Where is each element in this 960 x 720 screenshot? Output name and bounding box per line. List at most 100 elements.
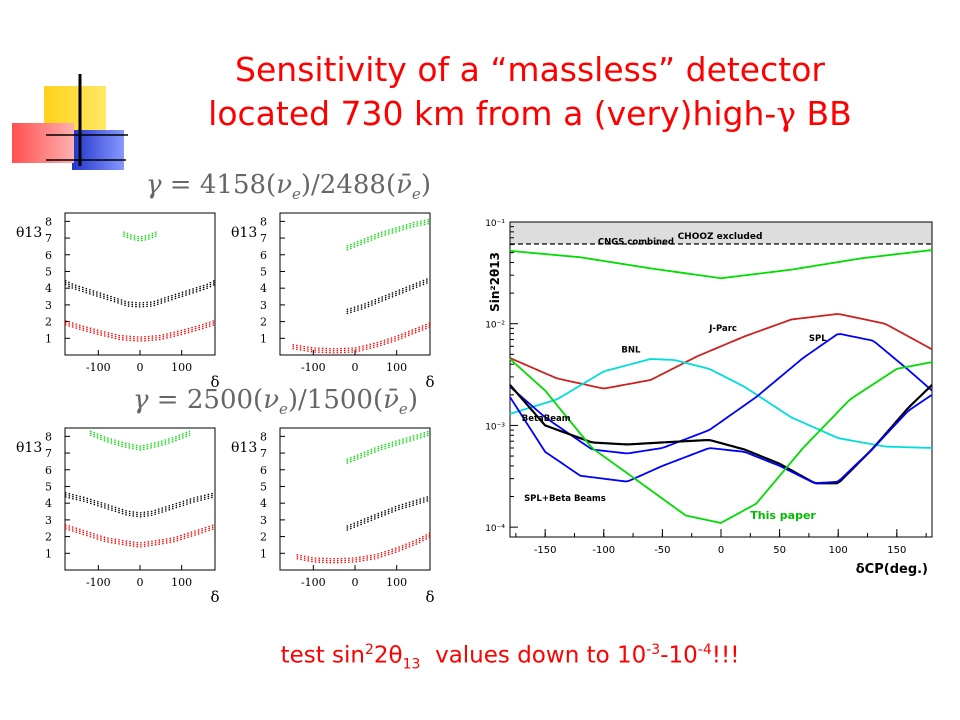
corner-logo	[12, 74, 128, 170]
plot-frame	[279, 212, 431, 356]
mini-panel-bottom-left: θ13 1 2 3 4 5 6 7 8 -100 0 100 δ	[16, 427, 220, 606]
series-red-dots	[64, 321, 216, 340]
y-tick-label: 6	[260, 464, 267, 477]
mini-panel-top-left: θ13 1 2 3 4 5 6 7 8 -100 0 100 δ	[16, 212, 220, 391]
y-tick-label: 7	[260, 447, 267, 460]
x-tick-label: -50	[654, 545, 670, 556]
series-black-dots	[346, 277, 431, 311]
title-line-1: Sensitivity of a “massless” detector	[235, 50, 825, 89]
x-tick-label: 0	[718, 545, 724, 556]
series-red-dots	[296, 532, 431, 560]
formula-bottom: γ = 2500(νe)/1500(ν̄e)	[133, 385, 418, 419]
series-spl-beta-beams	[509, 394, 933, 485]
series-black-dots	[64, 492, 216, 514]
series-green-dots	[89, 434, 191, 451]
y-tick-label: 5	[45, 480, 52, 493]
x-tick-label: 100	[829, 545, 848, 556]
y-tick-label: 5	[260, 480, 267, 493]
series-red-dots	[64, 323, 216, 342]
y-tick-label: 3	[260, 514, 267, 527]
series-black-dots	[64, 281, 216, 306]
series-green-dots	[123, 233, 157, 240]
annotation-label: BetaBeam	[522, 414, 571, 424]
x-axis-label: δ	[425, 373, 434, 391]
y-tick-label: 6	[45, 249, 52, 262]
x-axis-label: δ	[425, 588, 434, 606]
series-cngs-combined	[509, 249, 933, 280]
series-green-dots	[123, 235, 157, 242]
series-green-dots	[123, 231, 157, 238]
series-black-dots	[346, 499, 431, 531]
series-red-dots	[292, 324, 431, 352]
y-tick-label: 4	[260, 497, 267, 510]
annotation-label: SPL+Beta Beams	[524, 494, 606, 504]
series-green-dots	[346, 218, 431, 247]
series-black-dots	[346, 281, 431, 315]
x-tick-label: 100	[171, 576, 192, 589]
series-green-dots	[346, 222, 431, 251]
bottom-statement: test sin22θ13 values down to 10-3-10-4!!…	[280, 642, 740, 673]
y-tick-label: 10⁻³	[485, 422, 505, 432]
y-axis-label: θ13	[231, 440, 257, 456]
x-axis-label: δCP(deg.)	[856, 562, 928, 577]
series-green-dots	[346, 430, 431, 461]
mini-panel-bottom-right: θ13 1 2 3 4 5 6 7 8 -100 0 100 δ	[231, 427, 435, 606]
y-axis-label: θ13	[16, 440, 42, 456]
y-tick-label: 1	[45, 547, 52, 560]
x-tick-label: 150	[887, 545, 906, 556]
series-black-dots	[64, 496, 216, 518]
y-tick-label: 1	[45, 332, 52, 345]
x-tick-label: -100	[86, 576, 111, 589]
red-square	[12, 123, 74, 163]
series-black-dots	[346, 495, 431, 527]
y-tick-label: 3	[45, 514, 52, 527]
annotation-label: BNL	[621, 346, 641, 356]
series-j-parc	[509, 313, 933, 390]
y-tick-label: 2	[45, 531, 52, 544]
x-tick-label: 50	[773, 545, 786, 556]
x-tick-label: 0	[137, 576, 144, 589]
series-black-dots	[64, 283, 216, 308]
series-green-dots	[89, 432, 191, 449]
annotation-label: CNGS combined	[598, 238, 674, 248]
y-tick-label: 7	[45, 232, 52, 245]
chooz-excluded-region	[510, 222, 932, 244]
chooz-label: CHOOZ excluded	[678, 232, 763, 242]
plot-frame	[64, 212, 216, 356]
y-axis-label: Sin²2θ13	[488, 252, 502, 312]
y-tick-label: 4	[260, 282, 267, 295]
plot-frame	[279, 427, 431, 571]
y-tick-label: 5	[260, 265, 267, 278]
y-tick-label: 5	[45, 265, 52, 278]
y-tick-label: 2	[260, 316, 267, 329]
x-tick-label: 100	[171, 361, 192, 374]
y-axis-label: θ13	[16, 225, 42, 241]
mini-panel-top-right: θ13 1 2 3 4 5 6 7 8 -100 0 100 δ	[231, 212, 435, 391]
y-tick-label: 10⁻²	[485, 321, 505, 331]
series-black-dots	[64, 279, 216, 304]
annotation-label: SPL	[809, 334, 827, 344]
y-tick-label: 4	[45, 497, 52, 510]
y-tick-label: 6	[260, 249, 267, 262]
annotation-label: J-Parc	[708, 324, 737, 334]
series-spl	[509, 333, 933, 455]
series-black-dots	[346, 497, 431, 529]
y-tick-label: 1	[260, 332, 267, 345]
y-tick-label: 6	[45, 464, 52, 477]
x-tick-label: 0	[352, 576, 359, 589]
annotation-label: This paper	[750, 509, 816, 522]
slide-title: Sensitivity of a “massless” detector loc…	[120, 48, 940, 136]
y-tick-label: 3	[260, 299, 267, 312]
series-red-dots	[292, 326, 431, 354]
series-black-dots	[64, 494, 216, 516]
y-tick-label: 7	[260, 232, 267, 245]
series-green-dots	[346, 432, 431, 463]
x-tick-label: -100	[86, 361, 111, 374]
y-tick-label: 8	[260, 215, 267, 228]
x-tick-label: -100	[592, 545, 615, 556]
sensitivity-chart: CHOOZ excluded 10⁻¹ 10⁻² 10⁻³ 10⁻⁴ -150 -100 -5…	[485, 219, 933, 577]
plot-frame	[509, 221, 933, 538]
series-black-dots	[346, 279, 431, 313]
x-axis-label: δ	[210, 373, 219, 391]
series-green-dots	[346, 220, 431, 249]
